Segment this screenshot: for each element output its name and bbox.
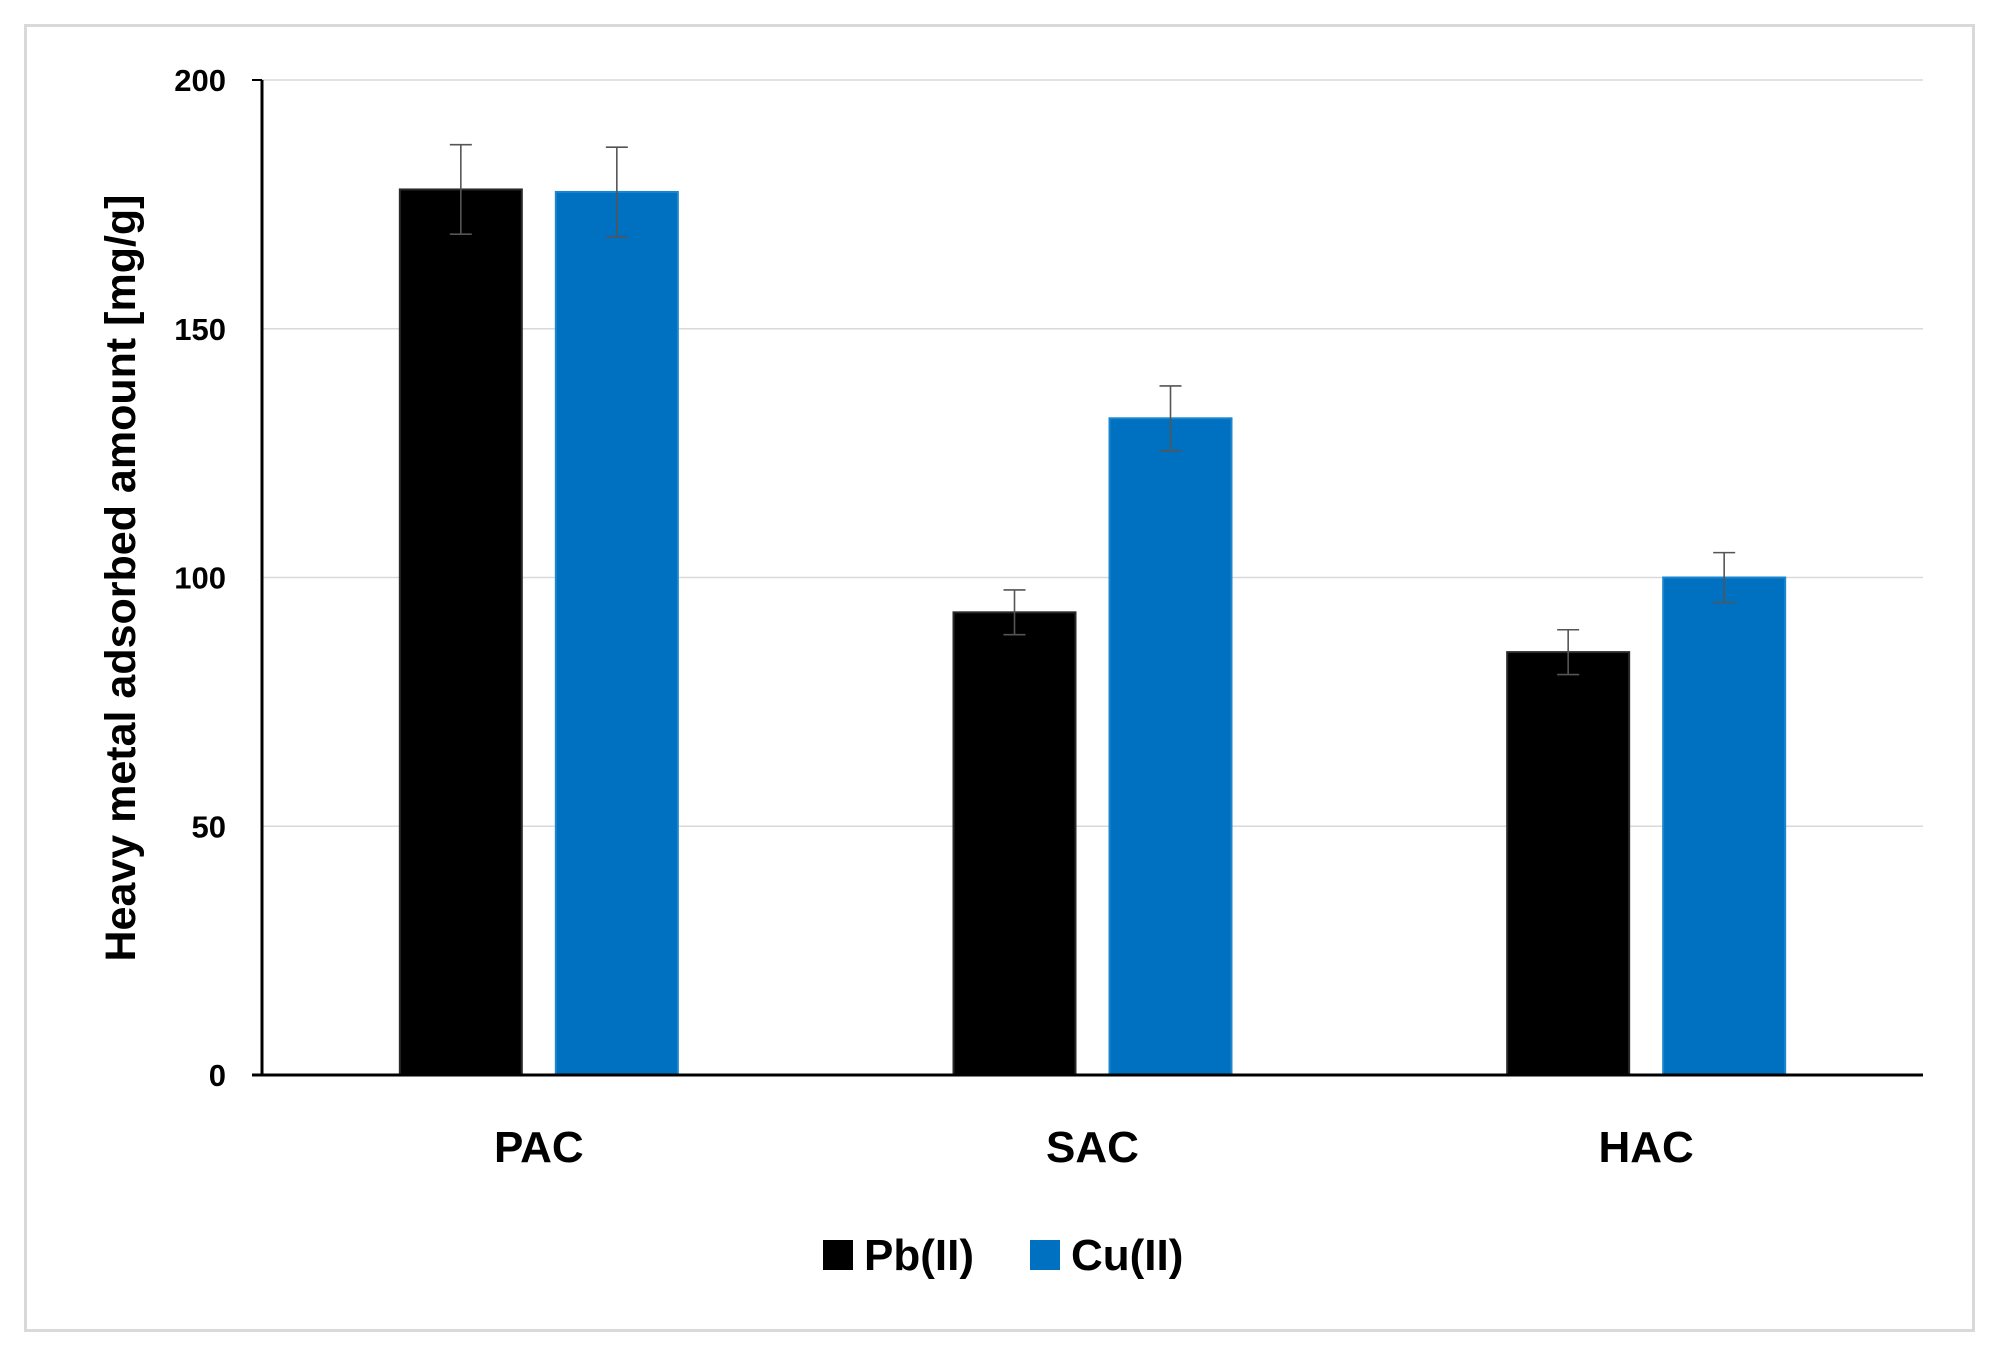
legend-label-pb: Pb(II) bbox=[864, 1231, 974, 1280]
legend-swatch-cu bbox=[1030, 1240, 1060, 1270]
error-bars bbox=[449, 143, 1736, 676]
bar-pac-cu bbox=[554, 190, 679, 1076]
bar-pac-pb bbox=[398, 188, 523, 1076]
legend-swatch-pb bbox=[823, 1240, 853, 1270]
axes bbox=[252, 79, 1923, 1077]
bar-sac-pb bbox=[952, 611, 1077, 1076]
y-tick-label: 200 bbox=[174, 63, 226, 98]
x-category-label: HAC bbox=[1599, 1123, 1694, 1172]
bars bbox=[398, 188, 1787, 1076]
y-tick-label: 0 bbox=[209, 1058, 226, 1093]
x-category-labels: PAC SAC HAC bbox=[494, 1123, 1694, 1172]
y-tick-label: 100 bbox=[174, 561, 226, 596]
legend-label-cu: Cu(II) bbox=[1071, 1231, 1183, 1280]
gridlines bbox=[262, 79, 1923, 827]
bar-hac-pb bbox=[1506, 651, 1631, 1076]
x-category-label: PAC bbox=[494, 1123, 584, 1172]
bar-hac-cu bbox=[1662, 576, 1787, 1076]
legend: Pb(II) Cu(II) bbox=[823, 1231, 1183, 1280]
y-tick-label: 150 bbox=[174, 312, 226, 347]
x-category-label: SAC bbox=[1046, 1123, 1139, 1172]
y-tick-labels: 0 50 100 150 200 bbox=[174, 63, 226, 1093]
y-tick-label: 50 bbox=[192, 809, 226, 844]
y-axis-title: Heavy metal adsorbed amount [mg/g] bbox=[97, 195, 145, 962]
bar-sac-cu bbox=[1108, 417, 1233, 1076]
